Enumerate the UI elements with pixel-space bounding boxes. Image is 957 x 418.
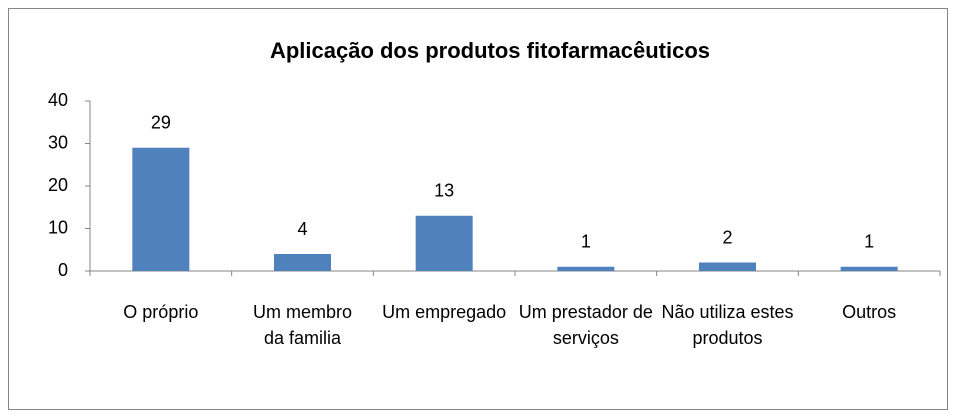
- data-label: 13: [434, 181, 454, 201]
- data-label: 29: [151, 113, 171, 133]
- bar: [557, 266, 615, 271]
- bar: [415, 215, 473, 271]
- bar: [274, 254, 331, 271]
- y-tick-label: 10: [48, 217, 68, 237]
- bar: [840, 266, 898, 271]
- bar: [699, 262, 756, 271]
- data-label: 1: [864, 232, 874, 252]
- data-label: 1: [581, 232, 591, 252]
- chart-title: Aplicação dos produtos fitofarmacêuticos: [270, 38, 710, 63]
- x-tick-label: Um membro da familia: [252, 302, 352, 348]
- y-tick-label: 20: [48, 175, 68, 195]
- x-tick-label: Outros: [842, 302, 897, 322]
- x-tick-label: Um empregado: [382, 302, 507, 322]
- data-label: 2: [722, 227, 732, 247]
- y-tick-label: 30: [48, 132, 68, 152]
- y-tick-label: 0: [58, 260, 68, 280]
- x-tick-label: O próprio: [123, 302, 199, 322]
- data-label: 4: [297, 219, 307, 239]
- x-tick-label: Não utiliza estes produtos: [661, 302, 794, 348]
- y-tick-label: 40: [48, 90, 68, 110]
- x-tick-label: Um prestador de serviços: [518, 302, 653, 348]
- bar: [132, 147, 190, 271]
